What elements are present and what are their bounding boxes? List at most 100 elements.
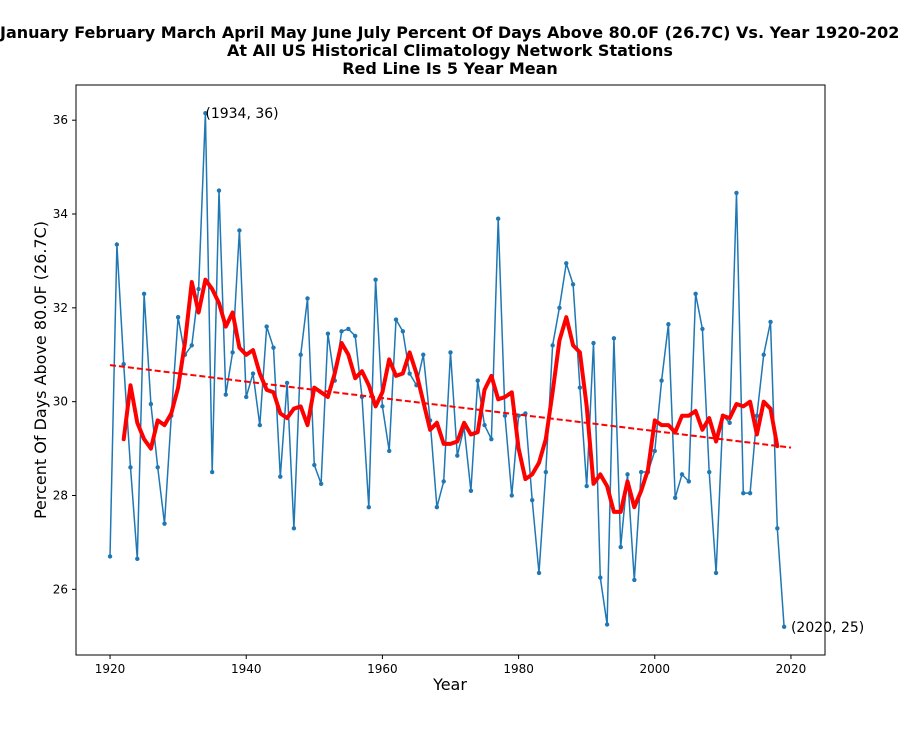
data-annotation: (1934, 36) (205, 106, 278, 122)
data-point (230, 350, 235, 355)
y-tick-label: 26 (53, 582, 68, 596)
data-point (632, 577, 637, 583)
x-tick-label: 1940 (231, 662, 262, 676)
data-point (257, 422, 263, 428)
chart-title: January February March April May June Ju… (0, 24, 900, 78)
data-point (495, 216, 501, 221)
data-point (564, 261, 569, 266)
data-point (604, 622, 610, 627)
data-point (305, 296, 310, 301)
data-annotation: (2020, 25) (791, 620, 864, 636)
data-point (652, 448, 657, 454)
x-tick-label: 1980 (503, 662, 534, 676)
data-point (135, 556, 140, 562)
y-tick-label: 34 (53, 207, 68, 221)
data-point (761, 352, 766, 357)
data-point (489, 436, 494, 442)
plot-frame (75, 84, 826, 656)
data-point (611, 336, 617, 341)
data-point (244, 394, 249, 400)
data-point (557, 305, 562, 311)
data-point (325, 331, 331, 336)
data-point (448, 350, 453, 355)
data-point (121, 361, 126, 367)
data-point (707, 469, 712, 475)
x-tick-label: 1960 (367, 662, 398, 676)
data-point (209, 469, 215, 475)
data-point (237, 228, 242, 233)
data-point (754, 413, 760, 418)
data-point (550, 343, 555, 348)
data-point (298, 352, 303, 357)
data-point (618, 544, 623, 550)
data-point (693, 291, 698, 296)
data-point (196, 286, 201, 292)
data-point (387, 448, 392, 454)
data-point (502, 413, 508, 418)
title-line-2: At All US Historical Climatology Network… (227, 41, 673, 60)
data-point (284, 380, 290, 386)
data-point (747, 490, 753, 496)
data-point (352, 333, 358, 339)
data-point (366, 505, 371, 510)
data-point (339, 329, 344, 334)
data-point (591, 340, 596, 346)
x-tick-label: 1920 (95, 662, 126, 676)
y-tick-label: 36 (53, 113, 68, 127)
data-point (781, 624, 787, 630)
data-point (598, 575, 603, 580)
data-point (441, 479, 446, 484)
data-point (155, 465, 160, 470)
plot-area (107, 110, 792, 630)
x-tick-label: 2000 (639, 662, 670, 676)
data-point (373, 277, 378, 282)
data-point (455, 453, 460, 458)
data-point (107, 554, 113, 559)
data-point (278, 474, 283, 479)
data-point (584, 483, 589, 489)
data-point (768, 319, 773, 325)
data-point (175, 315, 181, 320)
data-point (741, 490, 746, 496)
title-line-1: January February March April May June Ju… (0, 23, 900, 42)
y-tick-label: 28 (53, 488, 68, 502)
data-point (346, 326, 351, 332)
data-point (434, 505, 440, 510)
data-point (141, 291, 147, 296)
y-axis-label: Percent Of Days Above 80.0F (26.7C) (31, 221, 50, 519)
data-point (570, 282, 576, 287)
data-point (250, 371, 256, 376)
data-point (686, 479, 692, 484)
x-tick-label: 2020 (776, 662, 807, 676)
data-point (625, 472, 630, 477)
data-point (666, 322, 671, 327)
data-point (223, 392, 228, 397)
data-point (700, 326, 705, 332)
data-point (734, 190, 739, 196)
data-point (468, 488, 474, 494)
data-point (509, 493, 514, 498)
x-axis-label: Year (432, 675, 467, 694)
series-line-annual (109, 112, 785, 627)
data-point (475, 378, 480, 383)
data-point (380, 404, 385, 409)
data-point (291, 526, 297, 531)
data-point (393, 317, 399, 322)
data-point (312, 462, 317, 468)
data-point (713, 570, 719, 576)
y-tick-label: 32 (53, 301, 68, 315)
data-point (536, 570, 542, 576)
series-line-5yr-mean (121, 277, 780, 514)
data-point (530, 497, 535, 503)
data-point (318, 481, 324, 486)
data-point (482, 422, 487, 428)
data-point (400, 329, 406, 334)
data-point (271, 345, 276, 350)
data-point (189, 343, 194, 348)
data-point (727, 420, 732, 425)
data-point (543, 469, 549, 475)
data-point (264, 324, 269, 329)
data-point (216, 188, 222, 193)
data-point (679, 472, 685, 477)
data-point (407, 371, 412, 376)
